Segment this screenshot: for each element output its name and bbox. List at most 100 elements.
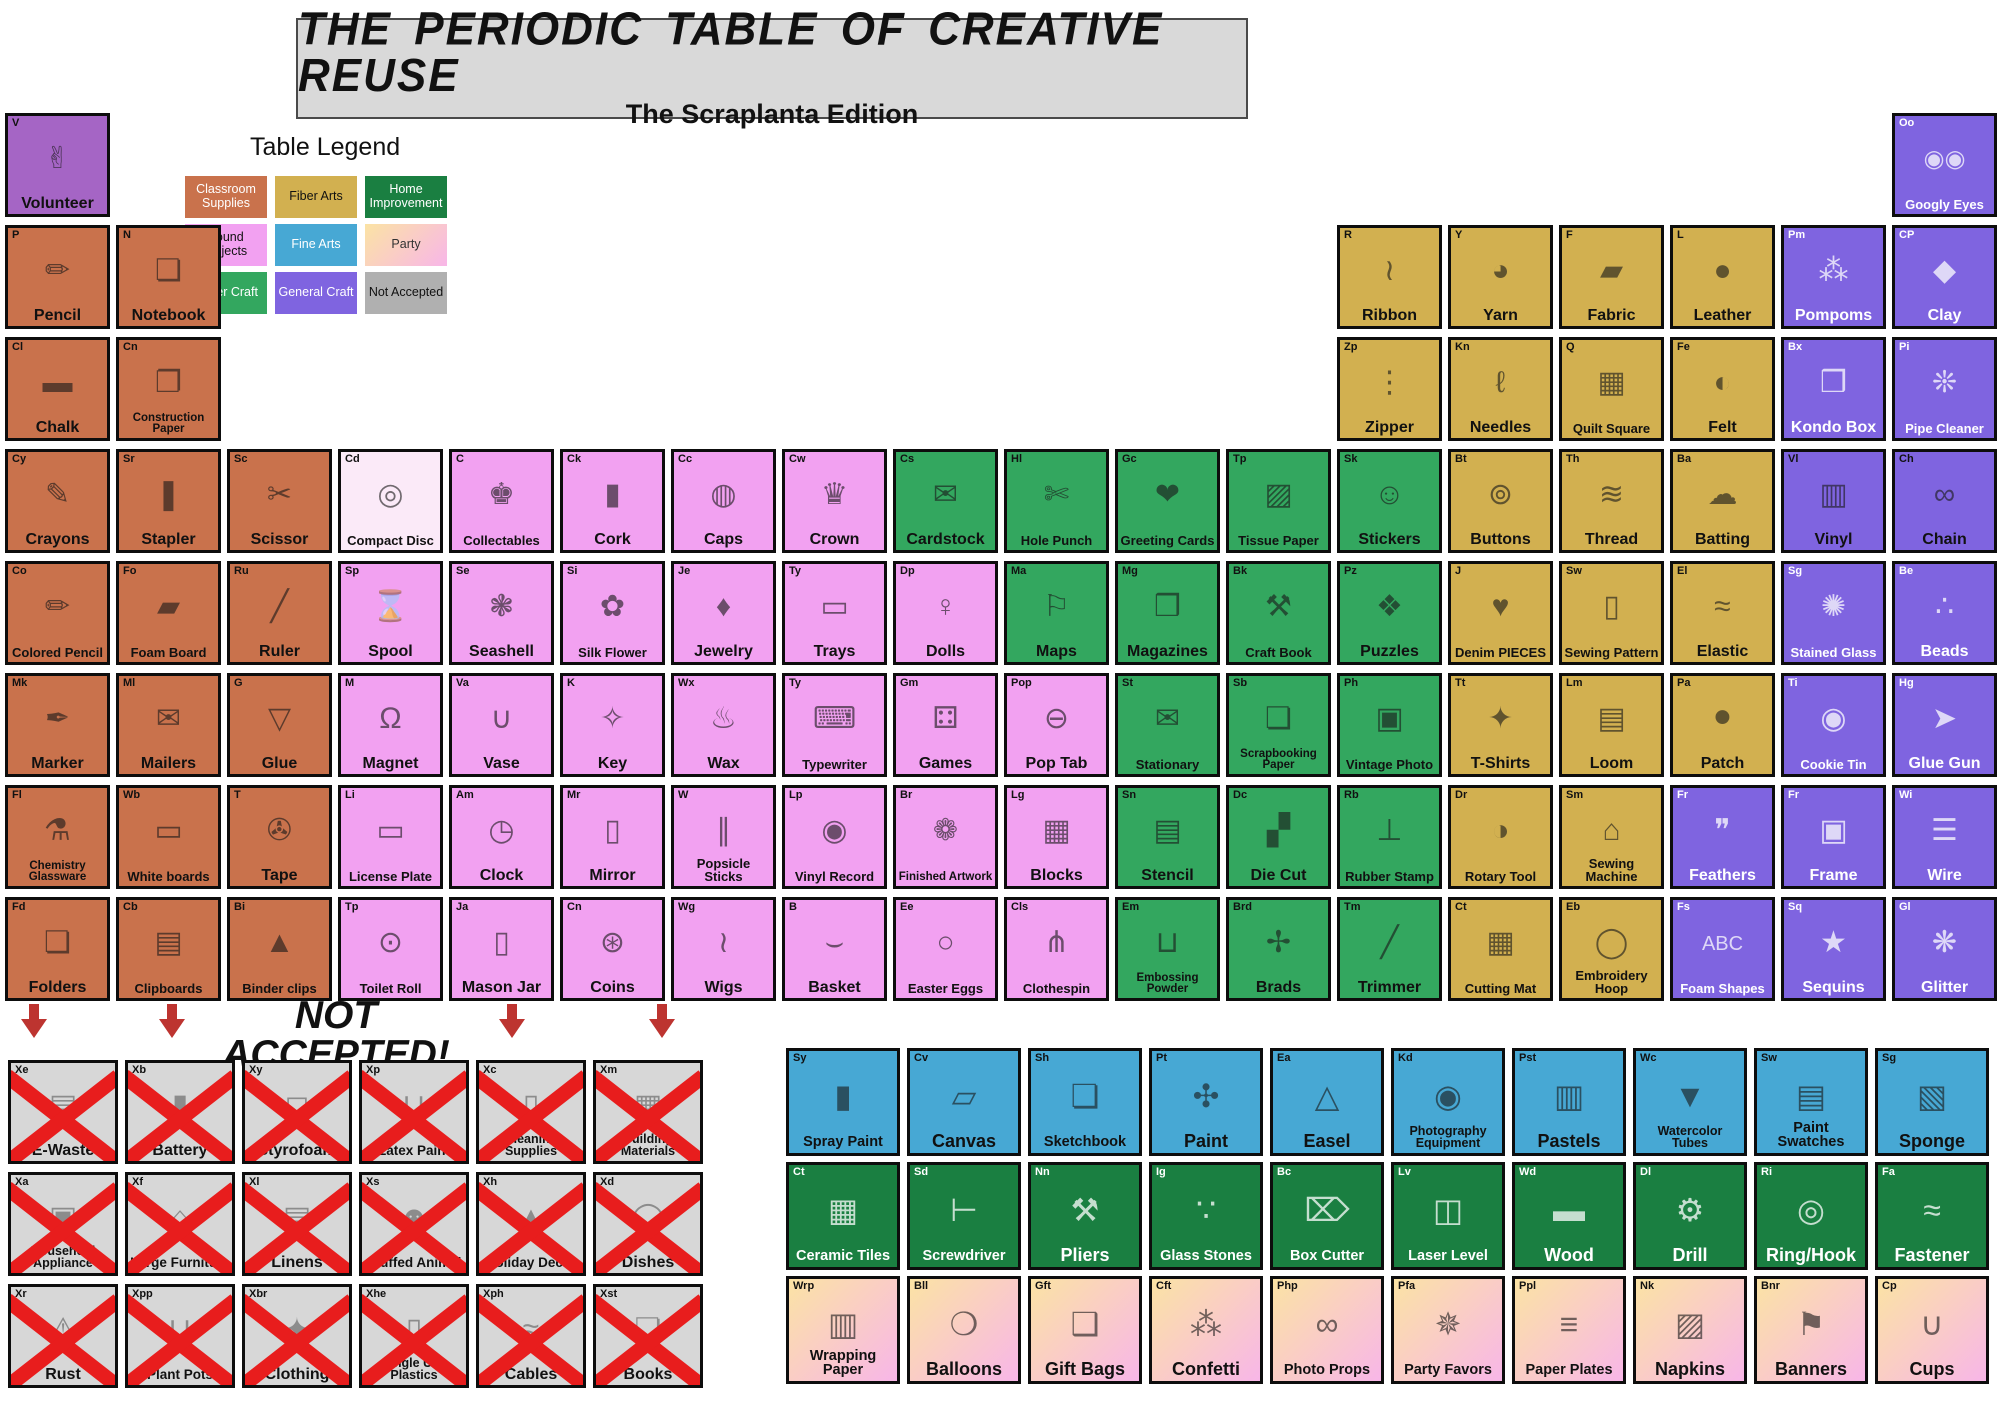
tile-typewriter: Ty ⌨ Typewriter: [782, 673, 887, 777]
tile-label: Foam Shapes: [1680, 980, 1765, 996]
tile-label: Trays: [813, 642, 856, 660]
tile-paint-swatches: Sw ▤ Paint Swatches: [1754, 1048, 1868, 1156]
tile-clothespin: Cls ⋔ Clothespin: [1004, 897, 1109, 1001]
red-x-icon: [245, 1175, 349, 1273]
tile-building-materials: Xm ▦ Building Materials: [593, 1060, 703, 1164]
tile-symbol: Ee: [900, 901, 914, 913]
tile-glass-stones: Ig ∵ Glass Stones: [1149, 1162, 1263, 1270]
chain-icon: ∞: [1933, 478, 1956, 512]
tile-label: Loom: [1589, 754, 1634, 772]
tile-symbol: Gft: [1035, 1280, 1051, 1292]
tile-symbol: Bx: [1788, 341, 1803, 353]
tile-symbol: Cc: [678, 453, 693, 465]
marker-icon: ✒: [44, 702, 71, 736]
screwdriver-icon: ⊢: [950, 1191, 978, 1228]
tile-symbol: Nn: [1035, 1166, 1050, 1178]
embossing-powder-icon: ⊔: [1155, 926, 1180, 960]
laser-level-icon: ◫: [1432, 1191, 1464, 1228]
tile-label: Magazines: [1127, 642, 1208, 660]
tile-symbol: Oo: [1899, 117, 1915, 129]
rubber-stamp-icon: ⊥: [1376, 814, 1403, 848]
tile-label: Rubber Stamp: [1345, 868, 1434, 884]
tile-craft-book: Bk ⚒ Craft Book: [1226, 561, 1331, 665]
tile-label: Compact Disc: [347, 532, 434, 548]
tile-symbol: Kd: [1398, 1052, 1413, 1064]
tile-label: Wire: [1927, 866, 1962, 884]
tile-symbol: Php: [1277, 1280, 1298, 1292]
balloons-icon: ❍: [949, 1305, 979, 1342]
tile-symbol: Mk: [12, 677, 28, 689]
tile-scrapbooking-paper: Sb ❏ Scrapbooking Paper: [1226, 673, 1331, 777]
tile-symbol: C: [456, 453, 464, 465]
tile-label: Stationary: [1135, 756, 1200, 772]
red-x-icon: [479, 1175, 583, 1273]
tile-label: Mason Jar: [461, 978, 542, 996]
tile-stained-glass: Sg ✺ Stained Glass: [1781, 561, 1886, 665]
tile-box-cutter: Bc ⌦ Box Cutter: [1270, 1162, 1384, 1270]
tile-sewing-machine: Sm ⌂ Sewing Machine: [1559, 785, 1664, 889]
magnet-icon: Ω: [379, 702, 402, 736]
tile-symbol: Dl: [1640, 1166, 1651, 1178]
tile-symbol: Sm: [1566, 789, 1584, 801]
tile-symbol: Fr: [1788, 789, 1799, 801]
tile-label: Easel: [1303, 1130, 1351, 1151]
tile-symbol: Mg: [1122, 565, 1138, 577]
key-icon: ✧: [599, 702, 626, 736]
legend-item-party: Party: [365, 224, 447, 266]
tissue-paper-icon: ▨: [1264, 478, 1293, 512]
felt-icon: ◐: [1713, 366, 1732, 400]
tile-symbol: V: [12, 117, 20, 129]
tile-label: Ring/Hook: [1766, 1244, 1856, 1265]
clipboards-icon: ▤: [154, 926, 183, 960]
tile-symbol: K: [567, 677, 575, 689]
tile-sponge: Sg ▧ Sponge: [1875, 1048, 1989, 1156]
tile-label: Dolls: [925, 642, 966, 660]
tile-canvas: Cv ▱ Canvas: [907, 1048, 1021, 1156]
jewelry-icon: ♦: [715, 590, 732, 624]
seashell-icon: ❃: [488, 590, 515, 624]
tile-symbol: Sy: [793, 1052, 807, 1064]
tile-loom: Lm ▤ Loom: [1559, 673, 1664, 777]
tile-symbol: Mr: [567, 789, 581, 801]
tile-wire: Wi ☰ Wire: [1892, 785, 1997, 889]
tile-quilt-square: Q ▦ Quilt Square: [1559, 337, 1664, 441]
tile-symbol: Co: [12, 565, 27, 577]
tile-key: K ✧ Key: [560, 673, 665, 777]
tile-label: Vinyl Record: [794, 868, 875, 884]
pop-tab-icon: ⊖: [1043, 702, 1070, 736]
tile-symbol: Tm: [1344, 901, 1361, 913]
tile-spool: Sp ⌛ Spool: [338, 561, 443, 665]
tile-label: Stapler: [141, 530, 196, 548]
tile-symbol: Fd: [12, 901, 26, 913]
tile-popsicle-sticks: W ∥ Popsicle Sticks: [671, 785, 776, 889]
tile-linens: Xl ▤ Linens: [242, 1172, 352, 1276]
tile-holiday-decor: Xh ▲ Holiday Decor: [476, 1172, 586, 1276]
legend-heading: Table Legend: [250, 133, 401, 161]
glue-gun-icon: ➤: [1931, 702, 1958, 736]
tile-fastener: Fa ≈ Fastener: [1875, 1162, 1989, 1270]
tile-symbol: L: [1677, 229, 1684, 241]
sewing-pattern-icon: ▯: [1603, 590, 1620, 624]
zipper-icon: ⋮: [1374, 366, 1405, 400]
tile-stapler: Sr ❚ Stapler: [116, 449, 221, 553]
embroidery-hoop-icon: ◯: [1594, 926, 1629, 960]
t-shirts-icon: ✦: [1487, 702, 1514, 736]
scissor-icon: ✂: [266, 478, 293, 512]
mirror-icon: ▯: [604, 814, 621, 848]
tile-symbol: Cls: [1011, 901, 1029, 913]
tile-label: Cookie Tin: [1800, 756, 1867, 772]
tile-trimmer: Tm ╱ Trimmer: [1337, 897, 1442, 1001]
tile-symbol: Sr: [123, 453, 135, 465]
tile-paint: Pt ✣ Paint: [1149, 1048, 1263, 1156]
tile-party-favors: Pfa ✵ Party Favors: [1391, 1276, 1505, 1384]
tile-e-waste: Xe ▤ E-Waste: [8, 1060, 118, 1164]
basket-icon: ⌣: [824, 926, 845, 960]
tile-symbol: Pi: [1899, 341, 1910, 353]
tile-collectables: C ♚ Collectables: [449, 449, 554, 553]
legend-item-fine-arts: Fine Arts: [275, 224, 357, 266]
tile-label: Clothespin: [1022, 980, 1091, 996]
tile-symbol: Je: [678, 565, 691, 577]
tile-label: Marker: [31, 754, 84, 772]
tile-symbol: Ct: [1455, 901, 1467, 913]
tile-mailers: Ml ✉ Mailers: [116, 673, 221, 777]
